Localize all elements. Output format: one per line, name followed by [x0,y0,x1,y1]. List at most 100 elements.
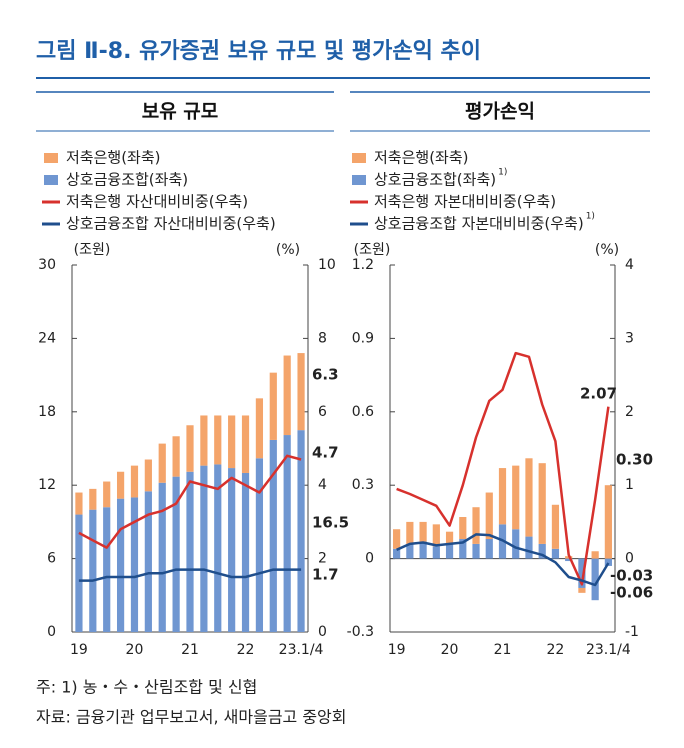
bar [158,443,166,483]
value-label: 16.5 [312,514,349,532]
panel-title: 평가손익 [465,101,535,123]
footnote: 주: 1) 농・수・산림조합 및 신협 [36,678,257,697]
y-tick-label: 0 [365,551,374,567]
x-tick-label: 22 [547,642,565,658]
bar [116,498,125,632]
bar [578,558,586,588]
y-tick-label: 30 [38,257,56,273]
bar [604,558,612,566]
value-label: 2.07 [580,385,617,403]
line-series [78,568,302,582]
y-tick-label: 1.2 [352,257,374,273]
bar [498,468,507,525]
bar [103,481,111,508]
bar [551,548,560,559]
bar [200,415,208,466]
bar [158,482,166,632]
bar [186,471,194,632]
bar [551,504,560,549]
bar [432,524,440,547]
bar [419,521,427,542]
bar [75,514,83,632]
bar [565,558,573,562]
bar [432,546,440,559]
legend-label: 상호금융조합(좌축) [374,171,496,189]
bar [512,465,520,530]
bar [472,543,480,559]
y2-tick-label: 2 [318,551,327,567]
y-tick-label: 0.3 [352,477,374,493]
y2-tick-label: 4 [625,257,634,273]
y-unit: (조원) [354,242,391,258]
bar [406,543,414,559]
y2-tick-label: 3 [625,330,634,346]
bar [228,468,236,632]
y-tick-label: 6 [47,551,56,567]
bar [228,415,236,469]
bar [472,507,480,544]
x-tick-label: 22 [237,642,255,658]
bar [538,463,546,544]
bar [144,491,152,632]
legend-label: 상호금융조합(좌축) [66,171,188,189]
x-tick-label: 21 [494,642,512,658]
bar [591,551,599,559]
bar [525,536,533,559]
bar [393,548,401,559]
bar [89,509,97,632]
legend-note: 1) [586,212,595,222]
bar [269,439,277,632]
bar [200,465,208,632]
y2-tick-label: 10 [318,257,336,273]
bar [393,529,401,549]
bar [144,459,152,492]
y-tick-label: 0.9 [352,330,374,346]
bar [283,435,291,632]
bar [130,465,139,498]
bar [419,541,427,559]
figure-title: 그림 Ⅱ-8. 유가증권 보유 규모 및 평가손익 추이 [36,39,481,64]
y-tick-label: 0 [47,624,56,640]
legend-swatch [352,175,366,185]
bar [459,517,467,540]
bar [186,425,194,472]
x-tick-label: 21 [181,642,199,658]
y2-tick-label: 2 [625,404,634,420]
bar [172,476,180,632]
value-label: 1.7 [312,566,339,584]
legend-label: 저축은행(좌축) [374,149,469,167]
x-tick-label: 20 [126,642,144,658]
bar [103,507,111,632]
bar [89,488,97,510]
value-label: -0.03 [610,567,653,585]
bar [172,436,180,477]
y2-tick-label: 6 [318,404,327,420]
value-label: 4.7 [312,444,339,462]
value-label: 0.30 [616,451,653,469]
legend-label: 상호금융조합 자본대비비중(우축) [374,215,584,233]
y2-unit: (%) [595,242,619,258]
y-tick-label: 18 [38,404,56,420]
y-tick-label: -0.3 [347,624,374,640]
y2-tick-label: 0 [318,624,327,640]
bar [297,430,305,632]
bar [214,415,222,465]
y-tick-label: 24 [38,330,56,346]
y2-tick-label: -1 [625,624,639,640]
x-tick-label: 20 [441,642,459,658]
x-tick-label: 23.1/4 [279,642,324,658]
bar [512,529,520,559]
legend-label: 저축은행(좌축) [66,149,161,167]
legend-label: 저축은행 자본대비비중(우축) [374,193,556,211]
y2-tick-label: 1 [625,477,634,493]
panel-title: 보유 규모 [142,101,219,123]
bar [116,471,125,499]
bar [255,398,264,459]
x-tick-label: 23.1/4 [586,642,631,658]
legend-label: 상호금융조합 자산대비비중(우축) [66,215,276,233]
bar [269,372,277,440]
legend-swatch [44,175,58,185]
bar [604,485,612,559]
y-tick-label: 12 [38,477,56,493]
